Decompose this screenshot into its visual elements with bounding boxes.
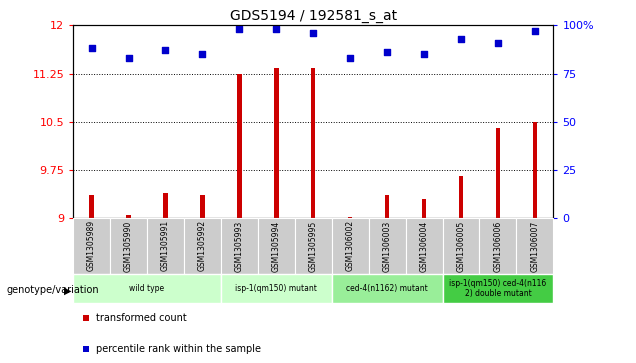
Bar [127,215,131,218]
Point [382,49,392,55]
Text: ▶: ▶ [64,285,72,295]
Bar [385,195,389,218]
Text: GSM1306006: GSM1306006 [494,220,502,272]
Point [271,26,281,32]
Bar [406,218,443,274]
Text: wild type: wild type [130,284,165,293]
Text: GSM1305994: GSM1305994 [272,220,280,272]
Bar [184,218,221,274]
Bar [200,195,205,218]
Text: GSM1306002: GSM1306002 [346,220,355,272]
Point [86,46,97,52]
Point [345,55,356,61]
Text: GSM1306004: GSM1306004 [420,220,429,272]
Text: isp-1(qm150) ced-4(n116
2) double mutant: isp-1(qm150) ced-4(n116 2) double mutant [449,279,546,298]
Text: transformed count: transformed count [95,313,186,323]
Text: ced-4(n1162) mutant: ced-4(n1162) mutant [346,284,428,293]
Bar [147,218,184,274]
Text: GSM1306005: GSM1306005 [457,220,466,272]
Bar [443,218,480,274]
Bar [495,128,500,218]
Bar [90,195,94,218]
Text: isp-1(qm150) mutant: isp-1(qm150) mutant [235,284,317,293]
Point [197,52,207,57]
Text: GSM1306003: GSM1306003 [383,220,392,272]
Point [123,55,134,61]
Bar [516,218,553,274]
Bar [443,274,553,303]
Bar [369,218,406,274]
Bar [73,218,110,274]
Text: percentile rank within the sample: percentile rank within the sample [95,344,261,354]
Bar [422,199,426,218]
Bar [221,274,332,303]
Bar [163,193,168,218]
Bar [274,68,279,218]
Bar [221,218,258,274]
Text: GSM1305990: GSM1305990 [124,220,133,272]
Point [530,28,540,34]
Text: GSM1305992: GSM1305992 [198,220,207,272]
Bar [348,217,352,218]
Point [160,48,170,53]
Bar [258,218,294,274]
Bar [332,218,369,274]
Text: GSM1306007: GSM1306007 [530,220,539,272]
Point [419,52,429,57]
Text: GSM1305993: GSM1305993 [235,220,244,272]
Title: GDS5194 / 192581_s_at: GDS5194 / 192581_s_at [230,9,397,23]
Text: genotype/variation: genotype/variation [6,285,99,295]
Bar [332,274,443,303]
Text: GSM1305995: GSM1305995 [308,220,318,272]
Bar [459,176,463,218]
Point [234,26,244,32]
Point [456,36,466,42]
Bar [110,218,147,274]
Text: GSM1305991: GSM1305991 [161,220,170,272]
Bar [532,122,537,218]
Bar [73,274,221,303]
Bar [237,74,242,218]
Bar [480,218,516,274]
Point [493,40,503,46]
Bar [294,218,332,274]
Text: GSM1305989: GSM1305989 [87,220,96,272]
Point [308,30,319,36]
Bar [311,68,315,218]
